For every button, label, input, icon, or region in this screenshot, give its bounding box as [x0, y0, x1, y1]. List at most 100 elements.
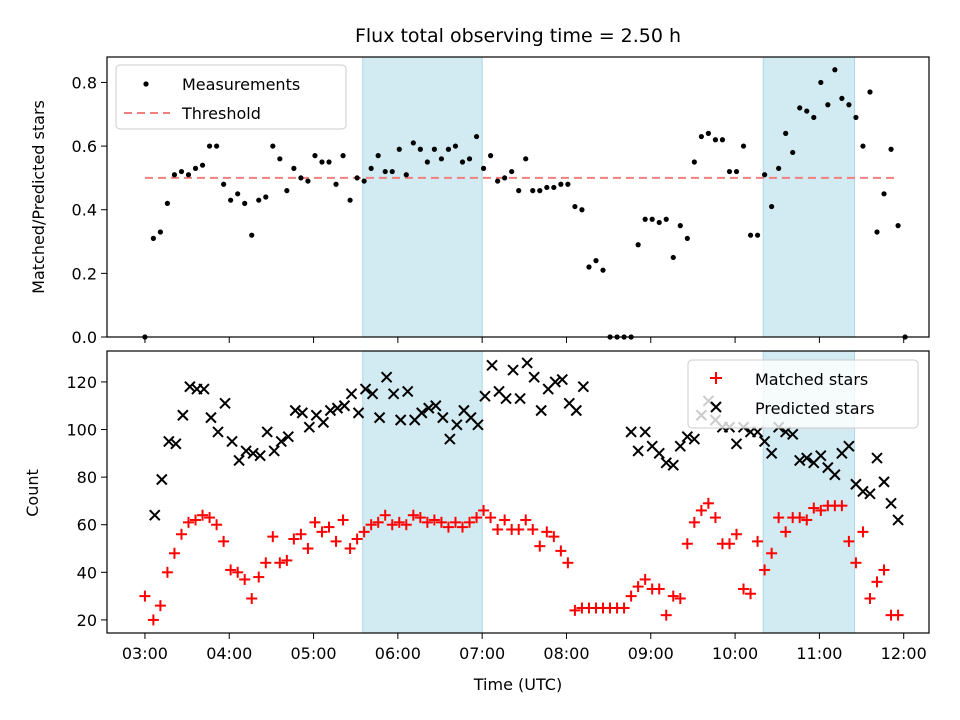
predicted-star-point [892, 514, 904, 526]
predicted-star-point [387, 388, 400, 400]
measurement-point [298, 175, 304, 181]
measurement-point [804, 108, 810, 114]
bottom-panel: Matched stars Predicted stars 20 40 60 80 10… [23, 350, 930, 694]
measurement-point [305, 178, 311, 184]
predicted-star-point [681, 430, 694, 443]
measurement-point [199, 162, 206, 168]
matched-star-point [337, 514, 349, 526]
legend-predicted-marker [710, 401, 722, 413]
top-y-tick-label: 0.2 [72, 264, 97, 283]
predicted-star-point [184, 380, 196, 393]
predicted-star-point [380, 371, 393, 383]
matched-star-point [449, 516, 461, 528]
predicted-star-point [275, 435, 287, 448]
matched-star-point [478, 504, 490, 516]
predicted-star-point [289, 404, 301, 417]
predicted-star-point [801, 452, 813, 464]
predicted-star-point [205, 411, 217, 424]
matched-star-point [274, 557, 286, 569]
matched-star-point [464, 516, 476, 528]
measurement-point [242, 200, 248, 206]
measurement-point [726, 168, 733, 175]
measurement-point [164, 200, 171, 206]
measurement-point [171, 172, 178, 178]
measurements-series [142, 67, 908, 340]
measurement-point [206, 143, 213, 149]
predicted-star-point [240, 445, 252, 457]
predicted-star-point [688, 433, 701, 445]
measurement-point [846, 102, 852, 108]
measurement-point [530, 188, 536, 194]
matched-star-point [414, 512, 426, 524]
predicted-star-point [219, 397, 231, 410]
measurement-point [860, 143, 866, 149]
matched-star-point [569, 604, 581, 616]
measurement-point [192, 165, 199, 171]
measurement-point [705, 130, 711, 136]
predicted-star-point [528, 371, 540, 383]
predicted-star-point [149, 509, 161, 521]
measurement-point [382, 168, 388, 175]
measurement-point [600, 267, 606, 273]
predicted-star-point [730, 438, 743, 450]
predicted-star-point [331, 402, 344, 414]
matched-star-point [421, 516, 433, 528]
measurement-point [228, 197, 234, 203]
x-tick-label: 09:00 [628, 644, 674, 663]
legend-matched-marker [710, 372, 722, 384]
predicted-star-point [198, 383, 210, 395]
matched-star-point [618, 602, 630, 614]
predicted-star-point [507, 364, 519, 376]
matched-star-point [843, 535, 855, 547]
matched-star-point [253, 571, 265, 583]
matched-star-point [632, 581, 644, 593]
matched-star-point [232, 566, 244, 578]
top-y-axis: 0.0 0.2 0.4 0.6 0.8 [72, 73, 107, 347]
measurement-point [333, 181, 339, 187]
measurement-point [410, 140, 416, 146]
predicted-star-point [282, 430, 294, 443]
measurement-point [424, 159, 430, 165]
measurement-point [523, 156, 529, 162]
bottom-y-tick-label: 20 [77, 611, 97, 630]
matched-star-point [759, 564, 771, 576]
matched-star-point [365, 519, 377, 531]
matched-star-point [527, 523, 539, 535]
predicted-star-point [878, 476, 890, 488]
matched-star-point [197, 509, 209, 521]
x-axis-label: Time (UTC) [473, 675, 562, 694]
measurement-point [691, 159, 697, 165]
predicted-star-point [170, 438, 182, 450]
x-tick-label: 05:00 [290, 644, 336, 663]
bottom-y-tick-label: 80 [77, 468, 97, 487]
predicted-star-point [373, 411, 386, 424]
predicted-star-point [352, 407, 365, 419]
matched-star-point [323, 521, 335, 533]
predicted-star-point [765, 447, 778, 460]
matched-star-point [147, 614, 159, 626]
matched-star-point [267, 531, 279, 543]
predicted-star-point [486, 359, 498, 371]
predicted-star-point [885, 497, 897, 510]
matched-star-point [407, 509, 419, 521]
measurement-point [185, 172, 192, 178]
matched-star-point [400, 519, 412, 531]
measurement-point [235, 191, 241, 197]
measurement-point [516, 188, 522, 194]
predicted-star-point [317, 416, 330, 429]
predicted-star-point [177, 409, 189, 421]
predicted-star-point [556, 373, 568, 386]
matched-star-point [801, 514, 813, 526]
matched-star-point [442, 521, 454, 533]
top-y-tick-label: 0.8 [72, 73, 97, 92]
measurement-point [150, 235, 156, 241]
matched-star-point [850, 557, 862, 569]
predicted-star-point [268, 445, 280, 457]
predicted-star-point [296, 407, 309, 419]
predicted-star-point [444, 433, 456, 445]
measurement-point [452, 143, 459, 149]
predicted-star-point [535, 404, 547, 417]
measurement-point [368, 165, 374, 171]
measurement-point [544, 184, 550, 191]
matched-star-point [139, 590, 151, 602]
